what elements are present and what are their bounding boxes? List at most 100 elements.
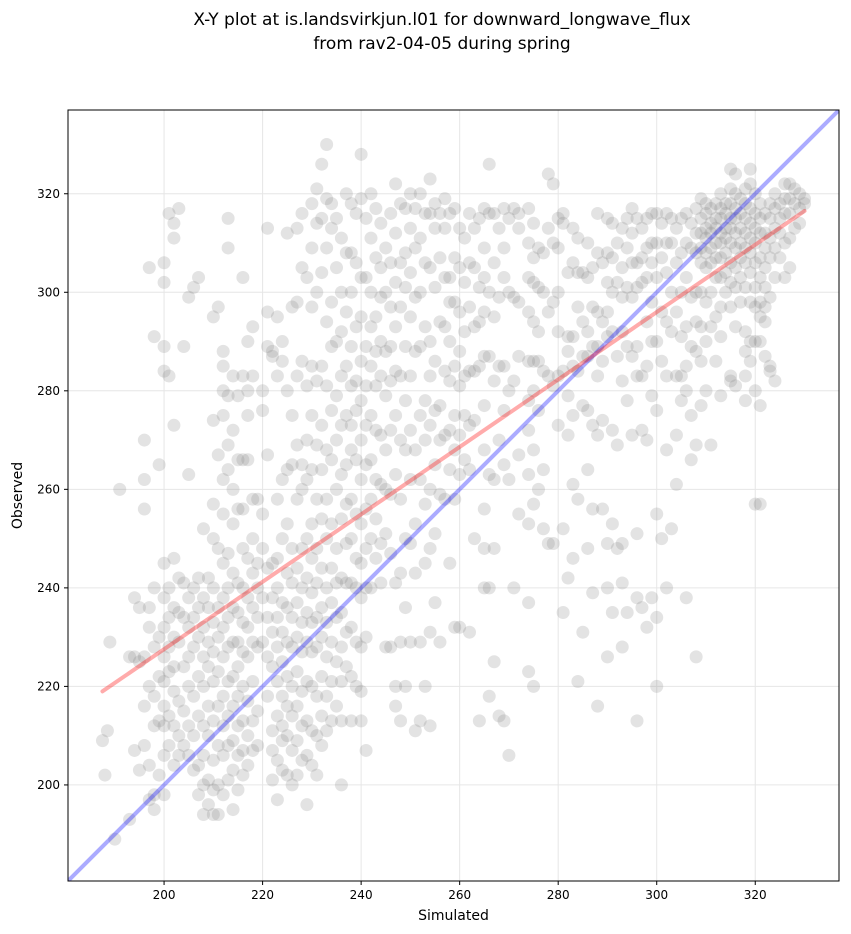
data-point (398, 601, 412, 615)
data-point (778, 192, 792, 206)
y-tick-label: 200 (37, 778, 60, 792)
data-point (758, 315, 772, 329)
data-point (354, 714, 368, 728)
data-point (270, 640, 284, 654)
data-points (95, 137, 812, 846)
data-point (556, 206, 570, 220)
data-point (211, 300, 225, 314)
data-point (305, 615, 319, 629)
data-point (369, 379, 383, 393)
data-point (384, 339, 398, 353)
data-point (630, 280, 644, 294)
data-point (704, 226, 718, 240)
data-point (758, 261, 772, 275)
data-point (329, 610, 343, 624)
data-point (285, 640, 299, 654)
data-point (364, 408, 378, 422)
data-point (196, 719, 210, 733)
data-point (226, 670, 240, 684)
data-point (443, 271, 457, 285)
data-point (196, 650, 210, 664)
data-point (157, 556, 171, 570)
data-point (763, 359, 777, 373)
data-point (315, 601, 329, 615)
data-point (137, 739, 151, 753)
data-point (458, 325, 472, 339)
data-point (615, 290, 629, 304)
data-point (645, 206, 659, 220)
data-point (581, 236, 595, 250)
data-point (684, 290, 698, 304)
data-point (398, 246, 412, 260)
data-point (522, 468, 536, 482)
data-point (334, 674, 348, 688)
data-point (443, 206, 457, 220)
data-point (546, 295, 560, 309)
data-point (507, 290, 521, 304)
data-point (586, 586, 600, 600)
data-point (359, 458, 373, 472)
data-point (389, 275, 403, 289)
data-point (241, 335, 255, 349)
data-point (674, 394, 688, 408)
data-point (625, 226, 639, 240)
data-point (334, 640, 348, 654)
data-point (438, 364, 452, 378)
data-point (280, 699, 294, 713)
data-point (748, 221, 762, 235)
data-point (305, 758, 319, 772)
data-point (290, 665, 304, 679)
data-point (448, 202, 462, 216)
data-point (630, 714, 644, 728)
x-tick-label: 320 (744, 888, 767, 902)
data-point (280, 635, 294, 649)
data-point (403, 537, 417, 551)
data-point (531, 354, 545, 368)
data-point (428, 354, 442, 368)
data-point (758, 349, 772, 363)
data-point (162, 709, 176, 723)
data-point (300, 271, 314, 285)
data-point (733, 221, 747, 235)
data-point (339, 660, 353, 674)
data-point (132, 763, 146, 777)
data-point (295, 261, 309, 275)
data-point (463, 463, 477, 477)
data-point (512, 206, 526, 220)
data-point (285, 709, 299, 723)
data-point (679, 271, 693, 285)
data-point (512, 295, 526, 309)
data-point (758, 241, 772, 255)
x-axis-label: Simulated (418, 908, 489, 924)
data-point (664, 522, 678, 536)
data-point (738, 197, 752, 211)
data-point (177, 704, 191, 718)
data-point (157, 256, 171, 270)
data-point (758, 226, 772, 240)
data-point (738, 241, 752, 255)
data-point (467, 413, 481, 427)
data-point (320, 241, 334, 255)
data-point (275, 335, 289, 349)
data-point (398, 443, 412, 457)
data-point (438, 221, 452, 235)
data-point (615, 537, 629, 551)
data-point (394, 300, 408, 314)
data-point (285, 679, 299, 693)
x-tick-label: 300 (645, 888, 668, 902)
data-point (261, 561, 275, 575)
data-point (477, 241, 491, 255)
data-point (192, 758, 206, 772)
data-point (147, 330, 161, 344)
data-point (364, 492, 378, 506)
data-point (704, 320, 718, 334)
data-point (315, 211, 329, 225)
data-point (650, 335, 664, 349)
data-point (630, 256, 644, 270)
data-point (152, 458, 166, 472)
data-point (310, 285, 324, 299)
data-point (241, 551, 255, 565)
data-point (211, 601, 225, 615)
data-point (561, 389, 575, 403)
data-point (581, 325, 595, 339)
